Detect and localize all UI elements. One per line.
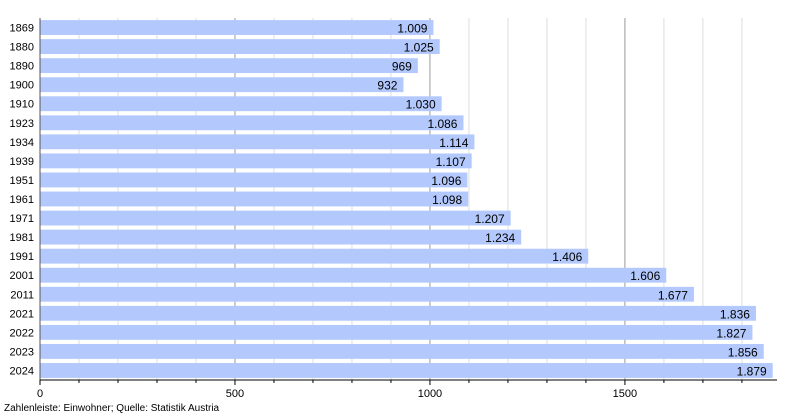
category-label: 1910 <box>10 99 34 111</box>
bar <box>40 39 440 55</box>
category-label: 1971 <box>10 213 34 225</box>
value-label: 1.114 <box>439 136 468 150</box>
category-label: 1981 <box>10 232 34 244</box>
value-label: 1.107 <box>436 155 466 169</box>
category-label: 2024 <box>10 365 34 377</box>
category-label: 1934 <box>10 137 34 149</box>
category-label: 1951 <box>10 175 34 187</box>
value-label: 1.827 <box>716 326 746 340</box>
bar <box>40 20 434 35</box>
bar <box>40 77 404 93</box>
value-label: 1.086 <box>427 117 457 131</box>
category-label: 2022 <box>10 327 34 339</box>
value-label: 969 <box>392 60 412 74</box>
value-label: 1.025 <box>404 41 434 55</box>
bar <box>40 172 468 188</box>
value-label: 1.879 <box>737 364 767 378</box>
x-tick-label: 1000 <box>418 388 442 400</box>
bar <box>40 58 418 74</box>
bar <box>40 153 472 169</box>
category-labels: 1869 1880 1890 1900 1910 1923 1934 1939 1951 1961… <box>10 23 34 378</box>
bars <box>40 20 773 378</box>
x-tick-label: 1500 <box>613 388 637 400</box>
bar <box>40 343 764 359</box>
bar <box>40 324 753 340</box>
bar <box>40 134 475 150</box>
category-label: 1880 <box>10 42 34 54</box>
x-tick-label: 0 <box>37 388 43 400</box>
category-label: 1961 <box>10 194 34 206</box>
value-label: 1.856 <box>728 345 758 359</box>
value-label: 1.234 <box>485 231 515 245</box>
bar <box>40 210 511 226</box>
category-label: 2023 <box>10 346 34 358</box>
category-label: 2021 <box>10 308 34 320</box>
bar <box>40 363 773 378</box>
x-axis: 0 500 1000 1500 <box>37 18 777 400</box>
value-labels: 1.009 1.025 969 932 1.030 1.086 1.114 1.107 1.09… <box>377 22 767 379</box>
bar <box>40 115 464 131</box>
category-label: 1923 <box>10 118 34 130</box>
source-note: Zahlenleiste: Einwohner; Quelle: Statist… <box>4 403 220 414</box>
category-label: 2011 <box>10 289 34 301</box>
value-label: 1.030 <box>406 98 436 112</box>
category-label: 1939 <box>10 156 34 168</box>
value-label: 1.836 <box>720 307 750 321</box>
category-label: 2001 <box>10 270 34 282</box>
category-label: 1991 <box>10 251 34 263</box>
bar <box>40 305 756 321</box>
value-label: 1.677 <box>658 288 688 302</box>
bar <box>40 248 589 264</box>
value-label: 1.606 <box>630 269 660 283</box>
value-label: 1.207 <box>475 212 505 226</box>
category-label: 1869 <box>10 23 34 35</box>
category-label: 1890 <box>10 61 34 73</box>
value-label: 1.098 <box>432 193 462 207</box>
value-label: 1.009 <box>397 22 427 36</box>
x-tick-label: 500 <box>226 388 244 400</box>
bar <box>40 267 667 283</box>
bar <box>40 96 442 112</box>
bar <box>40 229 522 245</box>
bar <box>40 191 469 207</box>
value-label: 1.406 <box>552 250 582 264</box>
bar <box>40 286 694 302</box>
value-label: 1.096 <box>431 174 461 188</box>
value-label: 932 <box>377 79 397 93</box>
category-label: 1900 <box>10 80 34 92</box>
